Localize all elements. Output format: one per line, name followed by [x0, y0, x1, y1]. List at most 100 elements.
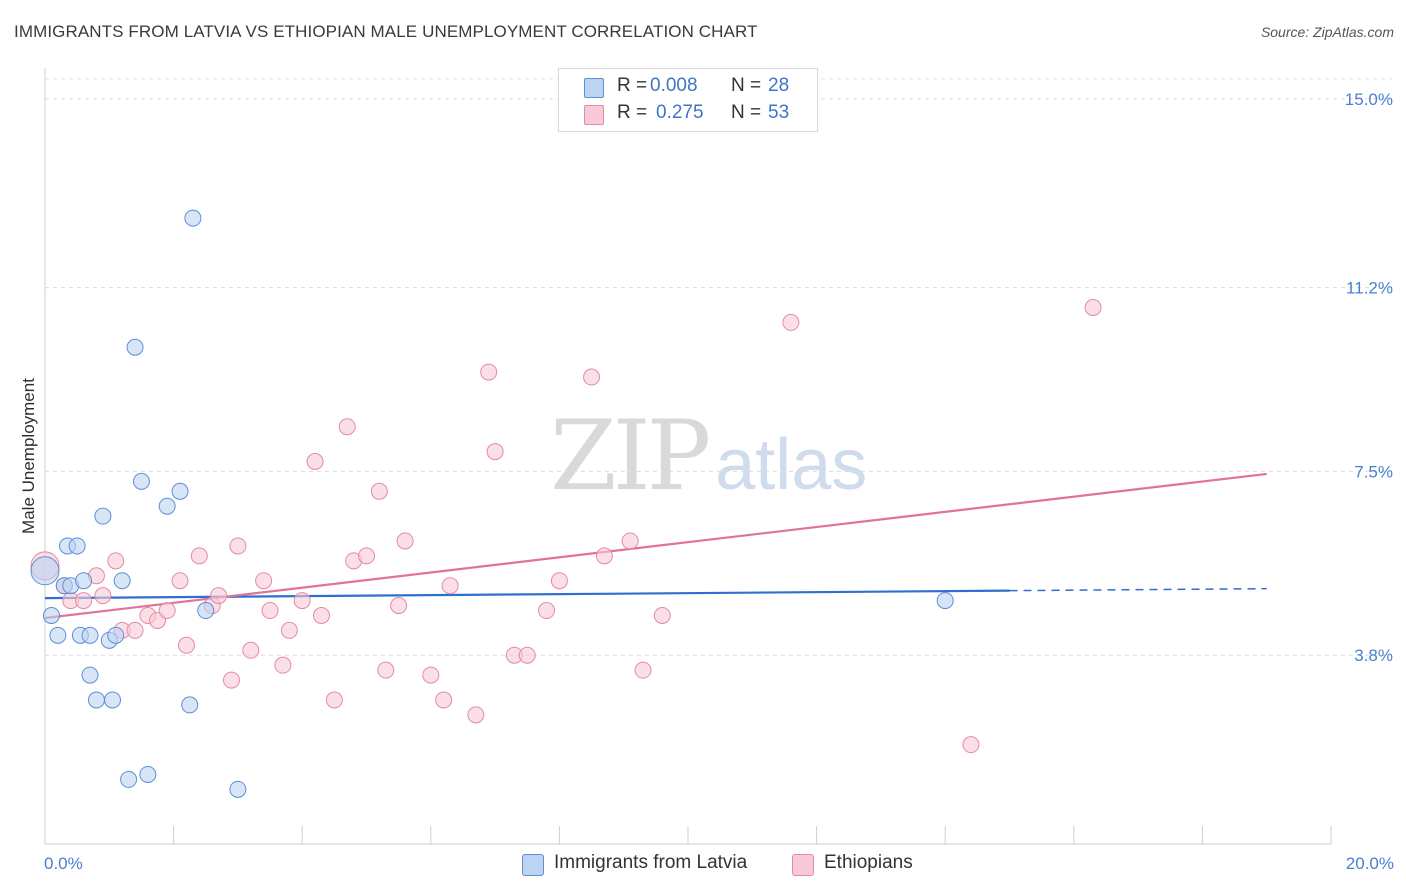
point-ethiopian	[467, 706, 485, 724]
y-tick-label: 11.2%	[1346, 279, 1393, 298]
point-ethiopian	[107, 552, 125, 570]
point-ethiopian	[518, 646, 536, 664]
point-ethiopian	[126, 621, 144, 639]
point-ethiopian	[634, 661, 652, 679]
y-axis-label: Male Unemployment	[19, 378, 38, 534]
y-tick-label: 15.0%	[1345, 90, 1393, 109]
point-ethiopian	[255, 572, 273, 590]
point-latvia	[107, 626, 125, 644]
point-latvia	[81, 626, 99, 644]
trend-line-latvia-extension	[1009, 587, 1267, 592]
point-latvia	[171, 482, 189, 500]
point-ethiopian	[293, 592, 311, 610]
point-ethiopian	[338, 418, 356, 436]
bottom-legend-swatch-ethiopians	[792, 854, 814, 876]
point-ethiopian	[222, 671, 240, 689]
point-ethiopian	[306, 453, 324, 470]
point-ethiopian	[441, 577, 459, 595]
point-ethiopian	[94, 587, 112, 605]
trend-line-ethiopians	[44, 472, 1267, 620]
point-latvia	[81, 666, 99, 684]
point-ethiopian	[370, 482, 388, 500]
point-latvia	[113, 572, 131, 590]
legend-r-value: 0.008	[650, 75, 698, 96]
gridlines	[45, 78, 1392, 656]
point-ethiopian	[653, 606, 671, 624]
point-latvia	[75, 572, 93, 590]
y-tick-label: 3.8%	[1354, 646, 1393, 665]
point-latvia	[132, 472, 150, 490]
point-latvia	[94, 507, 112, 525]
point-ethiopian	[274, 656, 292, 674]
y-tick-label: 7.5%	[1354, 462, 1393, 481]
point-ethiopian	[962, 736, 980, 754]
point-ethiopian	[177, 636, 195, 654]
point-ethiopian	[242, 641, 260, 659]
point-latvia	[49, 626, 67, 644]
point-ethiopian	[280, 621, 298, 639]
point-ethiopian	[480, 363, 498, 381]
bottom-legend-swatch-latvia	[522, 854, 544, 876]
source-label: Source: ZipAtlas.com	[1260, 24, 1394, 40]
point-latvia	[42, 606, 60, 624]
trend-line-latvia	[44, 589, 1010, 600]
axes	[44, 68, 1332, 845]
x-tick-label-max: 20.0%	[1346, 854, 1394, 873]
point-ethiopian	[190, 547, 208, 565]
point-latvia	[87, 691, 105, 709]
tick-labels: 3.8% 7.5% 11.2% 15.0% 0.0% 20.0% Male Unemploy…	[19, 90, 1394, 873]
point-latvia	[120, 770, 138, 788]
data-points	[30, 209, 1102, 798]
point-ethiopian	[486, 443, 504, 461]
point-latvia	[936, 592, 954, 610]
point-ethiopian	[210, 587, 228, 605]
point-ethiopian	[171, 572, 189, 590]
point-latvia	[104, 691, 122, 709]
legend-swatch-ethiopians	[584, 105, 604, 125]
point-latvia	[139, 765, 157, 783]
point-ethiopian	[782, 313, 800, 331]
stats-legend: R = 0.008 N = 28 R = 0.275 N = 53	[558, 68, 818, 132]
legend-n-value: 53	[768, 102, 790, 123]
legend-r-value: 0.275	[656, 102, 704, 123]
chart-title: IMMIGRANTS FROM LATVIA VS ETHIOPIAN MALE…	[14, 22, 758, 41]
watermark: ZIP atlas	[550, 400, 867, 512]
point-ethiopian	[1084, 299, 1102, 317]
x-tick-label-min: 0.0%	[44, 854, 83, 873]
point-ethiopian	[538, 602, 556, 620]
bottom-legend-label-latvia: Immigrants from Latvia	[554, 852, 748, 873]
point-ethiopian	[550, 572, 568, 590]
point-ethiopian	[621, 532, 639, 550]
bottom-legend-label-ethiopians: Ethiopians	[824, 852, 913, 873]
point-ethiopian	[325, 691, 343, 709]
point-ethiopian	[158, 602, 176, 620]
point-latvia	[68, 537, 86, 555]
point-latvia	[184, 209, 202, 227]
point-latvia	[158, 497, 176, 515]
point-ethiopian	[595, 547, 613, 565]
point-ethiopian	[229, 537, 247, 555]
point-ethiopian	[358, 547, 375, 565]
point-latvia	[197, 602, 215, 620]
point-latvia	[229, 780, 247, 798]
point-latvia	[30, 556, 60, 586]
point-ethiopian	[75, 592, 93, 610]
watermark-zip: ZIP	[550, 400, 711, 512]
point-ethiopian	[390, 597, 408, 615]
legend-n-label: N =	[731, 102, 762, 123]
point-ethiopian	[261, 602, 279, 620]
point-ethiopian	[435, 691, 453, 709]
legend-n-label: N =	[731, 75, 762, 96]
point-ethiopian	[396, 532, 414, 550]
trend-lines	[44, 472, 1267, 620]
point-latvia	[126, 338, 144, 356]
watermark-atlas: atlas	[715, 425, 868, 505]
point-latvia	[181, 696, 199, 714]
legend-r-label: R =	[617, 102, 648, 123]
point-ethiopian	[583, 368, 601, 386]
point-ethiopian	[377, 661, 395, 679]
legend-r-label: R =	[617, 75, 648, 96]
point-ethiopian	[422, 666, 440, 684]
legend-swatch-latvia	[584, 78, 604, 98]
